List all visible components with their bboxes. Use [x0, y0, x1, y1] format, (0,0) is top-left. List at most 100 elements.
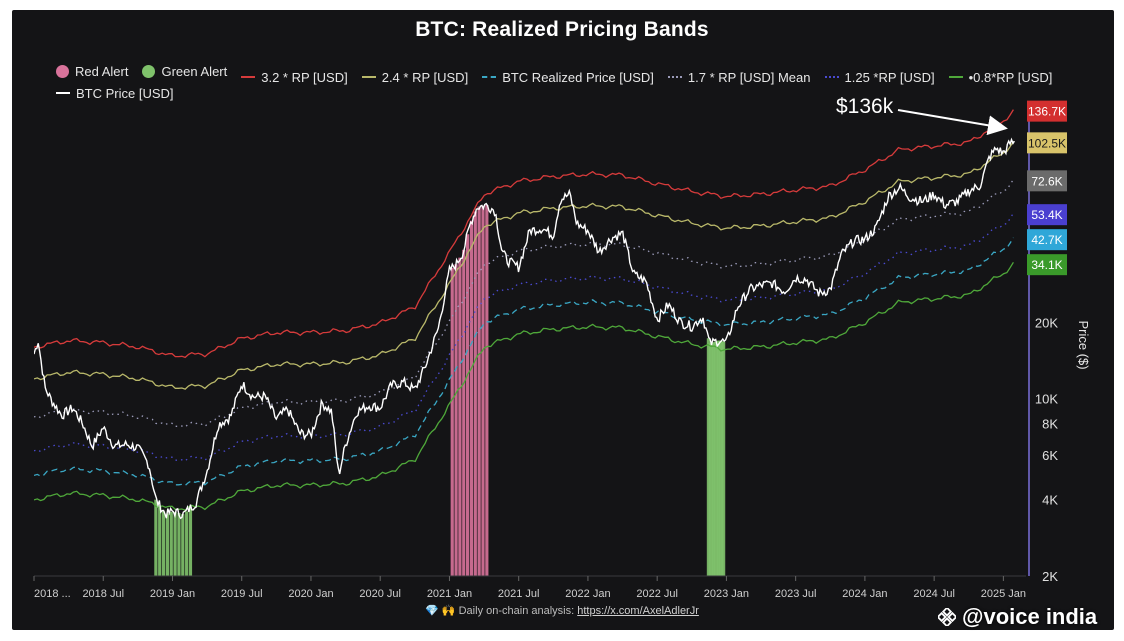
- band-line: [34, 261, 1014, 511]
- annotation-arrow: [897, 109, 1008, 136]
- legend-item[interactable]: 1.7 * RP [USD] Mean: [667, 69, 811, 85]
- x-tick-label: 2020 Jul: [359, 588, 401, 600]
- red-alert-bar: [473, 211, 477, 576]
- footer-link[interactable]: https://x.com/AxelAdlerJr: [577, 605, 699, 617]
- green-alert-bar: [185, 511, 189, 576]
- y-axis-label: Price ($): [1076, 320, 1091, 369]
- last-value-badge: [1027, 132, 1067, 154]
- last-value-text: 72.6K: [1031, 174, 1062, 188]
- green-alert-bar: [177, 513, 181, 576]
- legend-swatch: [56, 65, 69, 78]
- green-alert-bar: [161, 511, 166, 576]
- last-value-badge: [1027, 204, 1067, 226]
- band-line: [34, 178, 1014, 428]
- btc-price-path: [34, 137, 1015, 520]
- red-alert-bar: [469, 220, 474, 576]
- y-tick-label: 10K: [1035, 392, 1058, 407]
- legend-swatch: [948, 76, 963, 78]
- legend-label: •0.8*RP [USD]: [968, 69, 1053, 85]
- green-alert-bar: [165, 513, 170, 576]
- legend-item[interactable]: Green Alert: [142, 64, 227, 79]
- legend-item[interactable]: 1.25 *RP [USD]: [824, 70, 935, 85]
- green-alert-bar: [188, 507, 193, 576]
- last-value-text: 34.1K: [1031, 258, 1062, 272]
- legend-label: Red Alert: [75, 64, 129, 79]
- x-tick-label: 2018 Jul: [82, 588, 124, 600]
- x-tick-label: 2024 Jul: [913, 588, 955, 600]
- y-tick-label: 4K: [1042, 493, 1058, 508]
- x-axis-ticks: 2018 ... 2018 Jul 2019 Jan 2019 Jul 2020 Jan…: [33, 576, 1026, 600]
- band-line: [34, 109, 1014, 359]
- green-alert-bar: [716, 340, 721, 576]
- x-tick-label: 2019 Jan: [150, 588, 195, 600]
- price-annotation: $136k: [836, 95, 894, 118]
- legend-label: 2.4 * RP [USD]: [381, 69, 469, 85]
- green-alert-bar: [710, 342, 714, 576]
- green-alert-bar: [720, 341, 724, 576]
- legend-label: Green Alert: [161, 64, 228, 79]
- y-axis-ticks: 2K 4K 6K 8K 10K 20K: [1035, 315, 1058, 584]
- green-alert-bar: [711, 342, 716, 576]
- legend-item[interactable]: 2.4 * RP [USD]: [361, 69, 469, 85]
- x-tick-label: 2024 Jan: [842, 588, 887, 600]
- legend-row-2: BTC Price [USD]: [56, 82, 188, 101]
- watermark: @voice india: [938, 604, 1097, 630]
- green-alert-bar: [722, 341, 726, 576]
- red-alert-bar: [462, 249, 466, 576]
- red-alert-bar: [450, 267, 454, 576]
- alert-bars: [154, 205, 726, 576]
- last-value-badge: [1027, 229, 1067, 251]
- last-value-text: 53.4K: [1031, 208, 1062, 222]
- red-alert-bar: [454, 264, 458, 576]
- last-value-text: 136.7K: [1028, 105, 1066, 119]
- legend-swatch: [241, 76, 256, 78]
- legend-label: BTC Price [USD]: [76, 85, 174, 101]
- legend-swatch: [667, 76, 682, 78]
- band-lines: [34, 109, 1014, 511]
- x-tick-label: 2022 Jan: [565, 588, 610, 600]
- legend-swatch: [824, 76, 839, 78]
- green-alert-bar: [154, 499, 158, 576]
- green-alert-bar: [173, 511, 177, 576]
- legend: Red Alert Green Alert 3.2 * RP [USD] 2.4 * …: [56, 64, 1066, 85]
- legend-item[interactable]: BTC Price [USD]: [56, 86, 174, 101]
- band-line: [34, 237, 1014, 487]
- chart-title: BTC: Realized Pricing Bands: [415, 18, 709, 41]
- x-tick-label: 2020 Jan: [288, 588, 333, 600]
- legend-item[interactable]: •0.8*RP [USD]: [948, 69, 1053, 85]
- x-tick-label: 2023 Jan: [704, 588, 749, 600]
- legend-label: BTC Realized Price [USD]: [502, 69, 654, 85]
- legend-swatch: [482, 76, 497, 78]
- red-alert-bar: [477, 206, 481, 576]
- y-tick-label: 2K: [1042, 569, 1058, 584]
- watermark-text: @voice india: [962, 604, 1098, 629]
- legend-label: 1.7 * RP [USD] Mean: [687, 69, 811, 85]
- footer-text: 💎 🙌 Daily on-chain analysis:: [425, 605, 578, 617]
- red-alert-bar: [485, 205, 489, 576]
- last-value-badge: [1027, 100, 1067, 122]
- x-tick-label: 2022 Jul: [636, 588, 678, 600]
- green-alert-bar: [181, 514, 185, 576]
- last-value-text: 102.5K: [1028, 136, 1066, 150]
- chart-frame: [12, 10, 1114, 630]
- green-alert-bar: [713, 341, 717, 576]
- green-alert-bar: [718, 340, 722, 576]
- last-value-labels: 136.7K 102.5K 72.6K 53.4K 42.7K 34.1K: [1027, 100, 1067, 276]
- legend-item[interactable]: Red Alert: [56, 64, 128, 79]
- legend-item[interactable]: BTC Realized Price [USD]: [482, 70, 654, 85]
- green-alert-bar: [708, 343, 712, 576]
- btc-price-line: [34, 137, 1015, 520]
- last-value-badge: [1027, 254, 1067, 276]
- last-value-text: 42.7K: [1031, 233, 1062, 247]
- x-tick-label: 2021 Jan: [427, 588, 472, 600]
- legend-item[interactable]: 3.2 * RP [USD]: [241, 70, 348, 85]
- last-value-badge: [1027, 170, 1067, 192]
- y-tick-label: 6K: [1042, 448, 1058, 463]
- green-alert-bar: [706, 338, 711, 576]
- footer: 💎 🙌 Daily on-chain analysis: https://x.c…: [0, 604, 1124, 617]
- x-tick-label: 2018 ...: [34, 588, 71, 600]
- green-alert-bar: [169, 511, 173, 576]
- y-tick-label: 8K: [1042, 416, 1058, 431]
- green-alert-bar: [715, 341, 719, 576]
